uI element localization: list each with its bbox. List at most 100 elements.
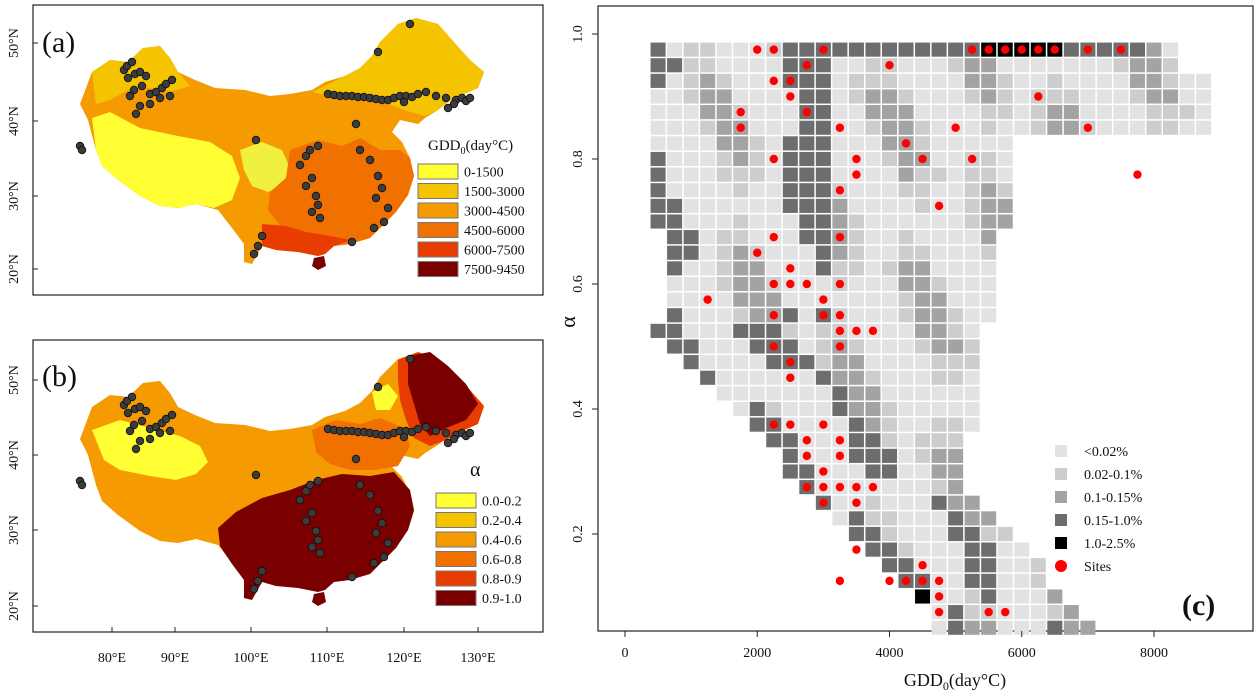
heatmap-cell xyxy=(716,167,732,182)
site-b-32 xyxy=(315,548,325,558)
heatmap-cell xyxy=(1113,89,1129,104)
heatmap-cell xyxy=(865,511,881,526)
heatmap-cell xyxy=(931,401,947,417)
heatmap-cell xyxy=(898,151,914,167)
heatmap-cell xyxy=(716,136,732,151)
site-a-29 xyxy=(311,191,321,201)
heatmap-cell xyxy=(716,308,732,323)
heatmap-cell xyxy=(881,339,898,354)
heatmap-cell xyxy=(716,42,732,57)
heatmap-cell xyxy=(832,401,848,417)
legend-c-label-1: 0.02-0.1% xyxy=(1084,468,1143,483)
heatmap-cell xyxy=(766,105,782,120)
legend-a-swatch-0 xyxy=(417,163,459,180)
x-tick-label-0: 0 xyxy=(622,646,629,661)
heatmap-cell xyxy=(1030,120,1046,135)
site-a-13 xyxy=(161,79,171,89)
heatmap-cell xyxy=(915,448,931,463)
heatmap-cell xyxy=(964,261,980,276)
site-a-8 xyxy=(129,85,139,95)
site-point xyxy=(819,420,828,429)
heatmap-cell xyxy=(749,58,765,73)
site-b-38 xyxy=(383,538,393,548)
heatmap-cell xyxy=(915,230,931,245)
site-b-73 xyxy=(399,432,409,442)
heatmap-cell xyxy=(997,526,1013,542)
heatmap-cell xyxy=(915,214,931,229)
site-point xyxy=(835,123,845,132)
heatmap-cell xyxy=(1096,120,1112,135)
heatmap-cell xyxy=(898,58,914,73)
heatmap-cell xyxy=(848,120,864,135)
heatmap-cell xyxy=(832,58,848,73)
site-point xyxy=(786,76,795,86)
heatmap-cell xyxy=(898,448,914,463)
site-a-2 xyxy=(127,57,137,67)
heatmap-cell xyxy=(1163,89,1179,104)
heatmap-cell xyxy=(1030,58,1046,73)
legend-b-swatch-3 xyxy=(435,551,477,567)
heatmap-cell xyxy=(915,136,931,151)
heatmap-cell xyxy=(898,276,914,292)
heatmap-cell xyxy=(1014,589,1030,604)
heatmap-cell xyxy=(700,245,716,260)
heatmap-cell xyxy=(964,495,980,510)
heatmap-cell xyxy=(898,120,914,135)
site-a-22 xyxy=(251,135,261,145)
heatmap-cell xyxy=(865,495,881,510)
site-b-43 xyxy=(253,576,263,586)
legend-c-swatch-4 xyxy=(1055,537,1067,549)
heatmap-cell xyxy=(650,198,666,213)
heatmap-cell xyxy=(881,261,898,276)
site-b-5 xyxy=(135,402,145,412)
heatmap-cell xyxy=(667,136,683,151)
panel-b-lat-axis: 50°N 40°N 30°N 20°N xyxy=(7,365,38,621)
heatmap-cell xyxy=(766,89,782,104)
heatmap-cell xyxy=(650,73,666,88)
heatmap-cell xyxy=(981,58,997,73)
heatmap-cell xyxy=(1096,42,1112,57)
heatmap-cell xyxy=(915,89,931,104)
site-b-17 xyxy=(135,436,145,446)
heatmap-cell xyxy=(815,198,831,213)
heatmap-cell xyxy=(964,511,980,526)
lat-tick-40: 40°N xyxy=(7,106,22,136)
heatmap-cell xyxy=(898,245,914,260)
legend-b-swatch-0 xyxy=(435,492,477,509)
heatmap-cell xyxy=(865,183,881,198)
site-a-40 xyxy=(369,223,379,233)
heatmap-cell xyxy=(749,323,765,338)
site-a-43 xyxy=(253,241,263,251)
lon-tick-100: 100°E xyxy=(233,651,268,666)
heatmap-cell xyxy=(964,401,980,417)
heatmap-cell xyxy=(948,183,964,198)
heatmap-cell xyxy=(881,214,898,229)
heatmap-cell xyxy=(964,573,980,588)
heatmap-cell xyxy=(981,183,997,198)
site-b-6 xyxy=(141,406,151,416)
heatmap-cell xyxy=(865,230,881,245)
heatmap-cell xyxy=(815,386,831,401)
heatmap-cell xyxy=(832,42,848,57)
heatmap-cell xyxy=(1063,58,1079,73)
heatmap-cell xyxy=(948,323,964,338)
site-b-33 xyxy=(355,480,365,490)
heatmap-cell xyxy=(948,136,964,151)
heatmap-cell xyxy=(981,573,997,588)
site-a-30 xyxy=(313,200,323,210)
heatmap-cell xyxy=(898,355,914,370)
heatmap-cell xyxy=(881,276,898,292)
heatmap-cell xyxy=(931,526,947,542)
site-a-38 xyxy=(383,203,393,213)
heatmap-cell xyxy=(964,230,980,245)
heatmap-cell xyxy=(981,214,997,229)
heatmap-cell xyxy=(799,417,815,432)
heatmap-cell xyxy=(915,526,931,542)
heatmap-cell xyxy=(749,151,765,167)
site-point xyxy=(967,45,977,54)
site-point xyxy=(802,279,812,289)
heatmap-cell xyxy=(1196,105,1212,120)
legend-b-label-2: 0.4-0.6 xyxy=(482,534,522,549)
heatmap-cell xyxy=(1063,120,1079,135)
site-b-23 xyxy=(295,495,305,505)
